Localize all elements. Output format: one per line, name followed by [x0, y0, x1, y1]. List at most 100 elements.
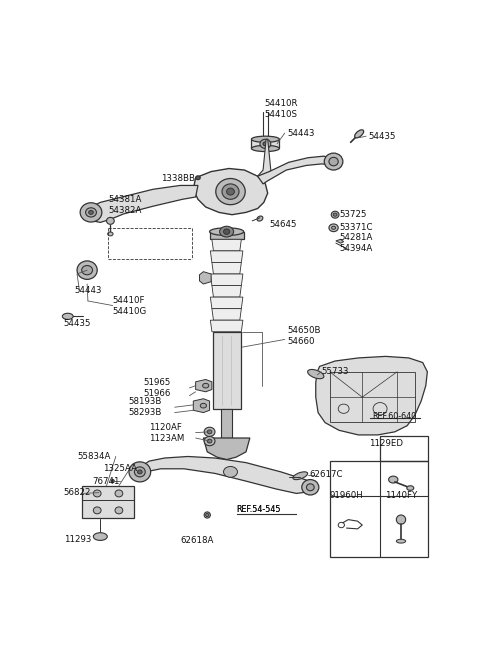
Bar — [330, 461, 428, 556]
Ellipse shape — [204, 437, 215, 446]
Text: 1129ED: 1129ED — [369, 439, 403, 448]
Bar — [252, 139, 279, 148]
Ellipse shape — [333, 213, 337, 216]
Ellipse shape — [252, 136, 279, 142]
Text: REF.60-640: REF.60-640 — [373, 412, 417, 421]
Text: 55733: 55733 — [321, 367, 348, 377]
Ellipse shape — [227, 188, 234, 195]
Ellipse shape — [115, 490, 123, 497]
Ellipse shape — [203, 383, 209, 388]
Ellipse shape — [111, 479, 114, 483]
Polygon shape — [200, 272, 211, 284]
Ellipse shape — [82, 265, 93, 275]
Text: 53725: 53725 — [339, 210, 367, 219]
Text: REF.54-545: REF.54-545 — [237, 505, 281, 514]
Text: 76741: 76741 — [93, 477, 120, 486]
Text: 11293: 11293 — [64, 535, 91, 544]
Text: 58193B
58293B: 58193B 58293B — [128, 397, 162, 417]
Ellipse shape — [224, 466, 238, 477]
Ellipse shape — [396, 539, 406, 543]
Ellipse shape — [355, 130, 364, 138]
Text: 91960H: 91960H — [330, 491, 364, 500]
Ellipse shape — [302, 479, 319, 495]
Ellipse shape — [62, 313, 73, 320]
Ellipse shape — [257, 216, 263, 221]
Ellipse shape — [252, 146, 279, 151]
Ellipse shape — [206, 514, 209, 516]
Bar — [330, 372, 415, 422]
Bar — [221, 409, 232, 438]
Ellipse shape — [306, 484, 314, 490]
Text: 54410F
54410G: 54410F 54410G — [113, 296, 147, 316]
Ellipse shape — [329, 157, 338, 166]
Ellipse shape — [207, 439, 212, 443]
Ellipse shape — [396, 515, 406, 524]
Text: 54281A
54394A: 54281A 54394A — [339, 233, 372, 253]
Ellipse shape — [137, 470, 142, 474]
Polygon shape — [210, 297, 243, 309]
Text: 55834A: 55834A — [77, 452, 110, 461]
Text: 54443: 54443 — [74, 286, 101, 294]
Ellipse shape — [389, 476, 398, 483]
Polygon shape — [210, 274, 243, 285]
Text: 54650B
54660: 54650B 54660 — [287, 326, 321, 346]
Polygon shape — [336, 239, 344, 243]
Text: 62617C: 62617C — [310, 470, 343, 479]
Polygon shape — [212, 309, 241, 320]
Ellipse shape — [93, 532, 107, 540]
Ellipse shape — [134, 467, 145, 477]
Ellipse shape — [89, 210, 93, 214]
Polygon shape — [193, 168, 268, 215]
Ellipse shape — [308, 369, 324, 378]
Text: 54435: 54435 — [369, 131, 396, 140]
Ellipse shape — [207, 430, 212, 433]
Ellipse shape — [216, 179, 245, 204]
Text: 1120AF
1123AM: 1120AF 1123AM — [149, 422, 184, 443]
Bar — [210, 232, 244, 239]
Ellipse shape — [331, 211, 339, 218]
Polygon shape — [196, 380, 212, 392]
Text: REF.54-545: REF.54-545 — [237, 505, 281, 514]
Bar — [380, 435, 428, 461]
Polygon shape — [137, 457, 312, 494]
Ellipse shape — [324, 153, 343, 170]
Ellipse shape — [222, 184, 239, 199]
Polygon shape — [258, 139, 271, 181]
Text: 1140FY: 1140FY — [385, 491, 417, 500]
Ellipse shape — [115, 507, 123, 514]
Ellipse shape — [263, 142, 268, 146]
Ellipse shape — [293, 472, 308, 479]
Bar — [82, 486, 134, 518]
Text: 56822: 56822 — [64, 488, 91, 497]
Text: 54381A
54382A: 54381A 54382A — [108, 195, 142, 215]
Ellipse shape — [77, 261, 97, 280]
Ellipse shape — [108, 232, 113, 236]
Ellipse shape — [224, 229, 230, 234]
Text: 1338BB: 1338BB — [161, 174, 195, 183]
Ellipse shape — [407, 486, 414, 490]
Ellipse shape — [85, 208, 96, 217]
Bar — [213, 332, 240, 409]
Polygon shape — [212, 263, 241, 274]
Polygon shape — [212, 285, 241, 297]
Ellipse shape — [129, 462, 151, 482]
Ellipse shape — [200, 403, 206, 408]
Polygon shape — [204, 438, 250, 459]
Polygon shape — [210, 320, 243, 332]
Ellipse shape — [107, 217, 114, 225]
Text: 51965
51966: 51965 51966 — [143, 378, 170, 398]
Polygon shape — [258, 156, 333, 184]
Ellipse shape — [80, 203, 102, 222]
Text: 54435: 54435 — [64, 319, 91, 328]
Polygon shape — [210, 251, 243, 263]
Text: 54443: 54443 — [287, 129, 314, 138]
Ellipse shape — [332, 226, 336, 229]
Text: 62618A: 62618A — [180, 536, 214, 545]
Polygon shape — [193, 399, 210, 413]
Ellipse shape — [329, 224, 338, 232]
Ellipse shape — [93, 507, 101, 514]
Ellipse shape — [196, 176, 200, 180]
Ellipse shape — [93, 490, 101, 497]
Text: 54645: 54645 — [269, 220, 297, 229]
Ellipse shape — [204, 512, 210, 518]
